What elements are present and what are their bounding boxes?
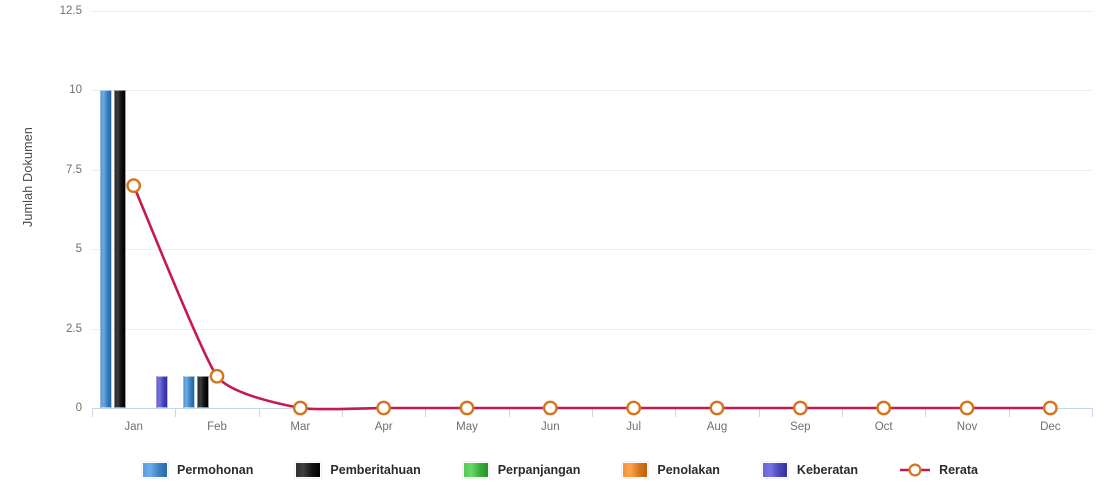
x-axis-tick-label-jul: Jul [626,421,642,433]
bar-pemberitahuan-jan[interactable] [113,90,126,408]
legend-label: Rerata [939,463,978,477]
rerata-marker-feb[interactable] [209,368,225,384]
x-axis-tick-mark [842,408,843,417]
gridline [92,249,1092,250]
square-swatch-icon [462,462,489,478]
x-axis-tick-label-feb: Feb [207,421,227,433]
legend-label: Penolakan [657,463,720,477]
legend-label: Pemberitahuan [330,463,421,477]
legend-item-permohonan[interactable]: Permohonan [142,462,253,478]
x-axis-tick-mark [1008,408,1010,417]
legend-label: Permohonan [177,463,254,477]
x-axis-tick-mark [175,408,177,417]
gridline [92,11,1092,12]
y-axis-tick-label: 5 [75,243,82,256]
x-axis-tick-mark [342,408,343,417]
x-axis-tick-mark [1092,408,1093,417]
x-axis-tick-label-apr: Apr [374,421,393,433]
x-axis-tick-label-may: May [456,421,478,433]
legend-label: Keberatan [796,463,859,477]
x-axis-tick-label-oct: Oct [874,421,893,433]
y-axis-tick-label: 12.5 [59,5,82,17]
gridline [92,329,1092,330]
bar-keberatan-jan[interactable] [155,376,168,408]
x-axis-tick-label-dec: Dec [1040,421,1061,433]
square-swatch-icon [142,462,168,478]
rerata-marker-jan[interactable] [126,178,142,194]
rerata-line-path [132,184,1052,411]
x-axis-tick-mark [258,408,260,417]
x-axis-tick-label-mar: Mar [290,421,311,433]
square-swatch-icon [761,462,788,478]
gridline [92,90,1092,91]
x-axis-tick-mark [758,408,760,417]
legend-item-pemberitahuan[interactable]: Pemberitahuan [295,462,421,478]
y-axis-tick-label: 0 [75,402,82,414]
bar-pemberitahuan-feb[interactable] [197,376,209,408]
x-axis-tick-label-aug: Aug [706,421,728,433]
gridline [92,170,1092,171]
bar-permohonan-jan[interactable] [99,90,112,408]
legend-item-keberatan[interactable]: Keberatan [761,462,859,478]
x-axis-tick-mark [592,408,593,417]
y-axis-tick-label: 10 [69,84,82,97]
x-axis-tick-mark [425,408,427,417]
line-marker-icon [900,462,931,478]
x-axis-tick-mark [675,408,677,417]
x-axis-tick-label-sep: Sep [790,421,811,433]
x-axis-tick-label-nov: Nov [956,421,978,433]
legend-item-penolakan[interactable]: Penolakan [622,462,720,478]
legend-item-rerata[interactable]: Rerata [900,462,978,478]
legend-item-perpanjangan[interactable]: Perpanjangan [462,462,581,478]
x-axis-tick-mark [925,408,927,417]
x-axis-tick-mark [92,408,93,417]
square-swatch-icon [622,462,649,478]
x-axis-tick-label-jun: Jun [541,421,560,433]
y-axis-tick-label: 7.5 [66,163,82,176]
x-axis-tick-mark [508,408,510,417]
legend-label: Perpanjangan [497,463,581,477]
bar-permohonan-feb[interactable] [183,376,195,408]
x-axis-tick-label-jan: Jan [124,421,143,433]
y-axis-title: Jumlah Dokumen [21,126,35,228]
chart-legend: Permohonan Pemberitahuan Perpanjangan Penol… [0,462,1120,478]
square-swatch-icon [295,462,322,478]
y-axis-tick-label: 2.5 [66,322,82,335]
